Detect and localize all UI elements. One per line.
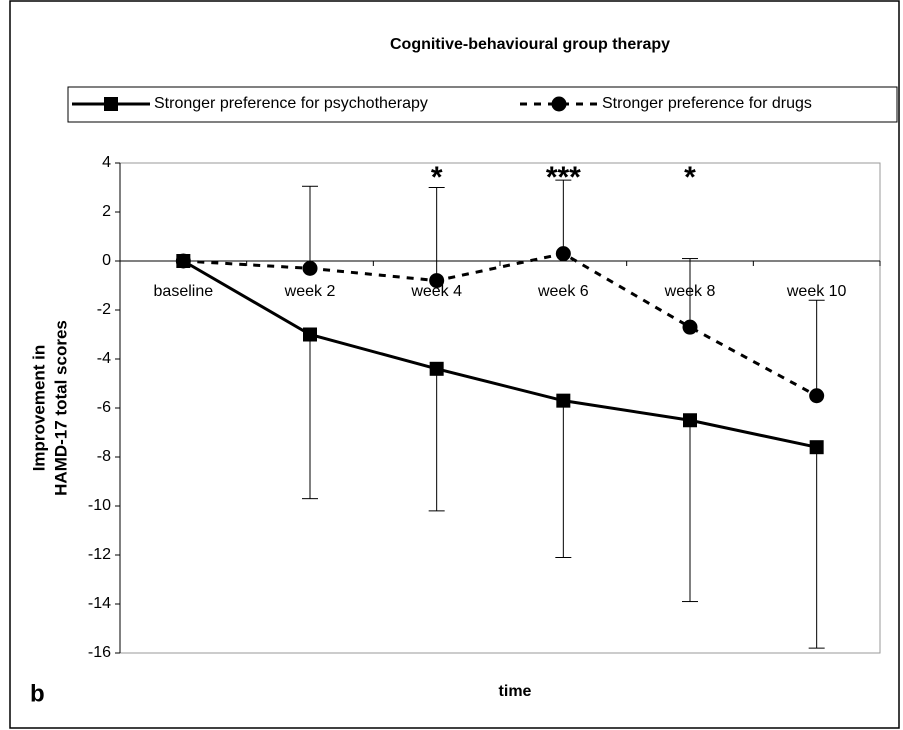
point	[175, 253, 191, 269]
y-tick-label: -4	[97, 350, 111, 367]
legend-label: Stronger preference for psychotherapy	[154, 95, 428, 112]
annotation: ***	[546, 161, 581, 194]
x-tick-label: week 4	[410, 283, 462, 300]
annotation: *	[431, 161, 443, 194]
y-label-line: Improvement in	[29, 345, 48, 472]
point	[303, 327, 317, 342]
x-tick-label: week 10	[786, 283, 847, 300]
y-tick-label: 2	[102, 203, 111, 220]
point	[556, 393, 571, 408]
plot-area	[119, 162, 881, 654]
legend-marker	[551, 96, 567, 112]
point	[809, 440, 824, 455]
x-tick-label: week 2	[284, 283, 336, 300]
x-tick-label: baseline	[154, 283, 214, 300]
annotation: *	[684, 161, 696, 194]
frame	[9, 0, 900, 729]
point	[302, 260, 318, 276]
point	[682, 319, 698, 335]
y-tick-label: -16	[88, 644, 111, 661]
y-tick-label: -10	[88, 497, 111, 514]
y-tick-label: -6	[97, 399, 111, 416]
y-tick-label: 4	[102, 154, 111, 171]
point	[683, 413, 697, 428]
y-tick-label: -2	[97, 301, 111, 318]
series-line	[182, 259, 817, 449]
series-line	[183, 252, 818, 398]
y-tick-label: -14	[88, 595, 111, 612]
point	[809, 388, 825, 404]
panel-label: b	[30, 680, 45, 707]
y-label-line: HAMD-17 total scores	[51, 320, 70, 496]
point	[429, 361, 444, 376]
chart-title: Cognitive-behavioural group therapy	[390, 36, 670, 53]
point	[429, 273, 445, 289]
y-axis-label: Improvement in HAMD-17 total scores	[29, 320, 70, 496]
y-tick-label: -8	[97, 448, 111, 465]
y-tick-label: 0	[102, 252, 111, 269]
x-tick-label: week 6	[537, 283, 589, 300]
legend-marker	[104, 97, 118, 111]
legend-label: Stronger preference for drugs	[602, 95, 812, 112]
legend-box	[67, 86, 898, 123]
x-axis-label: time	[499, 683, 532, 700]
point	[555, 246, 571, 262]
y-tick-label: -12	[88, 546, 111, 563]
